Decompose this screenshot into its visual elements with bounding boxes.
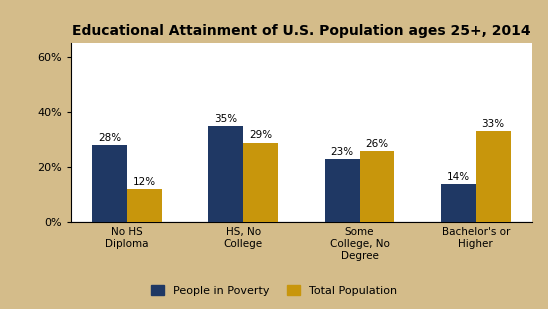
Bar xyxy=(359,151,395,222)
Text: 33%: 33% xyxy=(482,119,505,129)
Bar xyxy=(208,126,243,222)
Text: 12%: 12% xyxy=(133,177,156,187)
Bar xyxy=(441,184,476,222)
Legend: People in Poverty, Total Population: People in Poverty, Total Population xyxy=(147,281,401,300)
Title: Educational Attainment of U.S. Population ages 25+, 2014: Educational Attainment of U.S. Populatio… xyxy=(72,24,530,38)
Bar xyxy=(243,142,278,222)
Text: 14%: 14% xyxy=(447,172,470,182)
Text: 35%: 35% xyxy=(214,114,237,124)
Bar xyxy=(92,145,127,222)
Bar xyxy=(127,189,162,222)
Text: 29%: 29% xyxy=(249,130,272,140)
Bar xyxy=(476,132,511,222)
Text: 26%: 26% xyxy=(366,138,389,149)
Bar xyxy=(324,159,359,222)
Text: 23%: 23% xyxy=(330,147,353,157)
Text: 28%: 28% xyxy=(98,133,121,143)
